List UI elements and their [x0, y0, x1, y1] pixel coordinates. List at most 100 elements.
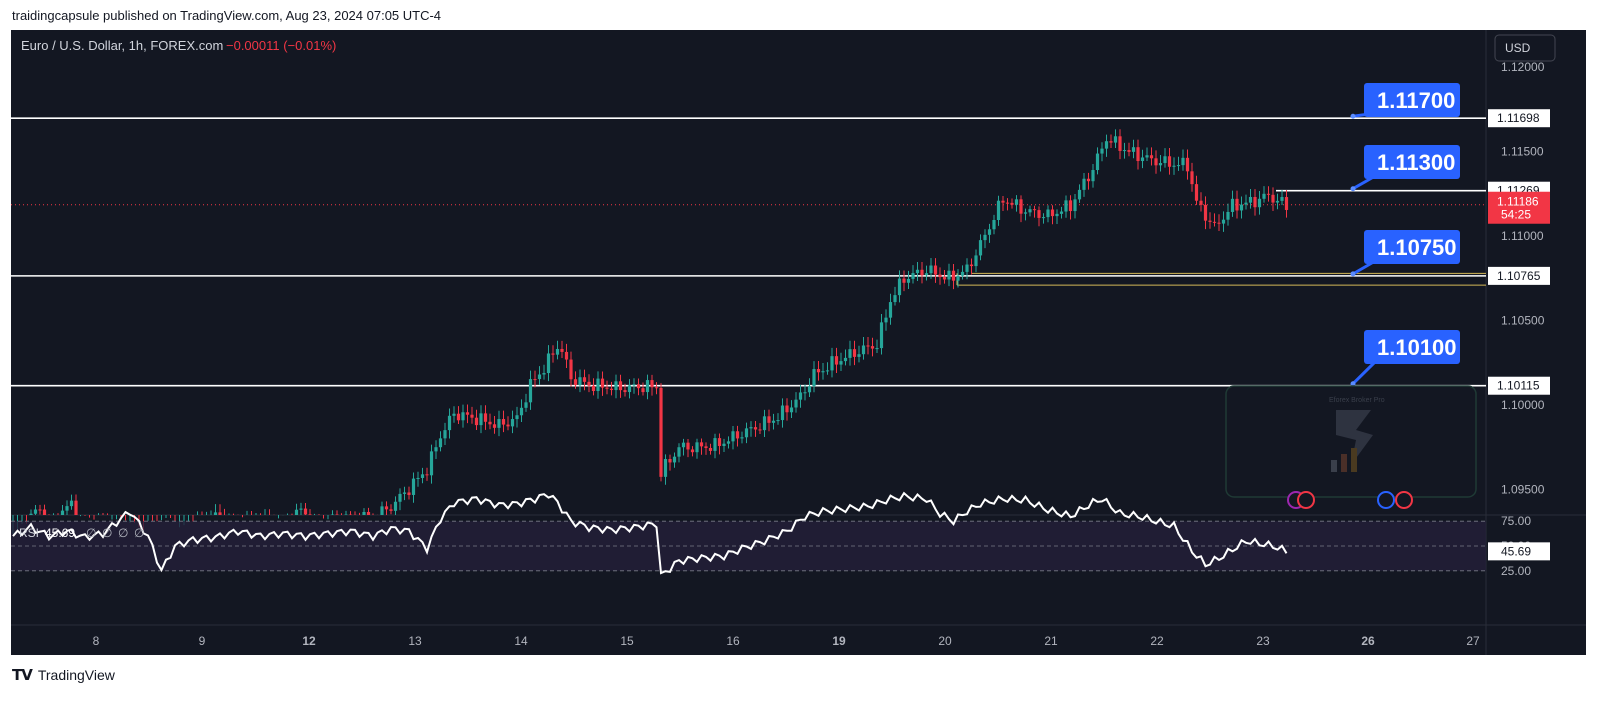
candle-body	[1284, 197, 1289, 210]
callout-box[interactable]	[1364, 145, 1460, 179]
candle-body	[407, 492, 411, 495]
candle-body	[294, 509, 299, 515]
candle-body	[821, 371, 825, 373]
candle-body	[785, 405, 789, 413]
event-flag-icon[interactable]	[1395, 491, 1413, 509]
candle-body	[906, 278, 911, 283]
candle-body	[591, 385, 596, 392]
time-axis-label: 19	[832, 634, 846, 648]
candle-body	[726, 441, 731, 444]
currency-button[interactable]: USD	[1494, 34, 1556, 62]
candle-body	[389, 509, 393, 511]
event-flag-icon[interactable]	[1377, 491, 1395, 509]
candle-body	[884, 317, 888, 323]
callout-label: 1.10750	[1377, 235, 1457, 260]
price-callout[interactable]: 1.11700	[1350, 83, 1461, 119]
candle-body	[735, 431, 740, 439]
candle-body	[497, 419, 501, 428]
candle-body	[848, 349, 852, 358]
candle-body	[362, 511, 366, 515]
price-callout[interactable]: 1.11300	[1350, 145, 1461, 192]
candle-body	[470, 414, 474, 418]
candle-body	[510, 419, 515, 427]
callout-box[interactable]	[1364, 330, 1460, 364]
price-tick-label: 1.10000	[1501, 398, 1545, 412]
candle-body	[942, 277, 947, 280]
candle-body	[825, 370, 830, 372]
callout-box[interactable]	[1364, 230, 1460, 264]
footer: 𝗧𝗩 TradingView	[12, 666, 115, 684]
candle-body	[1077, 189, 1082, 200]
candle-body	[654, 387, 659, 389]
callout-anchor	[1350, 271, 1356, 277]
price-tick-label: 1.12000	[1501, 60, 1545, 74]
candle-body	[1244, 202, 1248, 205]
candle-body	[456, 413, 461, 421]
candle-body	[465, 412, 470, 415]
candle-body	[834, 356, 839, 365]
candle-body	[1100, 148, 1104, 154]
candle-body	[1190, 171, 1194, 185]
event-flag-icon[interactable]	[1297, 491, 1315, 509]
candle-body	[677, 447, 681, 457]
watermark-bar	[1351, 448, 1357, 472]
candle-body	[1073, 199, 1077, 212]
candle-body	[600, 378, 605, 388]
rsi-title[interactable]: RSI	[19, 526, 39, 540]
callout-anchor	[1350, 113, 1356, 119]
candle-body	[74, 500, 78, 515]
candle-body	[569, 359, 573, 380]
candle-body	[987, 229, 992, 235]
candle-body	[1271, 194, 1275, 203]
candle-body	[1136, 147, 1140, 162]
candle-body	[875, 348, 879, 350]
candle-body	[542, 373, 546, 375]
tradingview-logo-icon: 𝗧𝗩	[12, 667, 33, 684]
currency-button-frame[interactable]	[1494, 34, 1556, 62]
candle-body	[1086, 178, 1091, 182]
candle-body	[947, 270, 951, 280]
price-callout[interactable]: 1.10100	[1350, 330, 1461, 387]
candle-body	[528, 379, 533, 403]
candle-body	[452, 413, 456, 416]
candle-body	[1082, 178, 1086, 190]
watermark-bar	[1331, 460, 1337, 472]
chart-svg[interactable]: Euro / U.S. Dollar, 1h, FOREX.com −0.0001…	[11, 30, 1586, 655]
watermark-logo: Eforex Broker Pro	[1225, 385, 1477, 498]
time-axis-label: 26	[1361, 634, 1375, 648]
candle-body	[695, 442, 699, 453]
candle-body	[1122, 150, 1127, 152]
candle-body	[645, 380, 650, 393]
candle-body	[708, 447, 713, 451]
candle-body	[1257, 198, 1262, 208]
candle-body	[1262, 193, 1266, 199]
candle-body	[1275, 200, 1280, 203]
candle-body	[663, 459, 668, 477]
candle-body	[915, 269, 920, 274]
price-tick-label: 1.11500	[1501, 145, 1544, 159]
price-callout[interactable]: 1.10750	[1350, 230, 1461, 277]
time-axis-label: 23	[1256, 634, 1270, 648]
chart-area[interactable]: Euro / U.S. Dollar, 1h, FOREX.com −0.0001…	[11, 30, 1586, 655]
candle-body	[33, 509, 38, 514]
candle-body	[546, 353, 551, 374]
candle-body	[1235, 198, 1239, 211]
candle-body	[668, 459, 672, 463]
currency-button-label[interactable]: USD	[1505, 41, 1531, 55]
candle-body	[1149, 155, 1154, 159]
candle-body	[42, 509, 47, 515]
candle-body	[1109, 141, 1113, 143]
candle-body	[614, 381, 618, 391]
candle-body	[1199, 200, 1203, 205]
candle-body	[1127, 150, 1131, 152]
candle-body	[402, 492, 407, 494]
callout-box[interactable]	[1364, 83, 1460, 117]
candle-body	[897, 278, 902, 296]
symbol-legend[interactable]: Euro / U.S. Dollar, 1h, FOREX.com	[21, 38, 223, 53]
candle-body	[384, 506, 389, 510]
candle-body	[771, 420, 776, 423]
candle-body	[1064, 200, 1068, 212]
tradingview-brand[interactable]: TradingView	[37, 667, 115, 683]
candle-body	[1104, 141, 1109, 149]
candle-body	[501, 419, 506, 425]
